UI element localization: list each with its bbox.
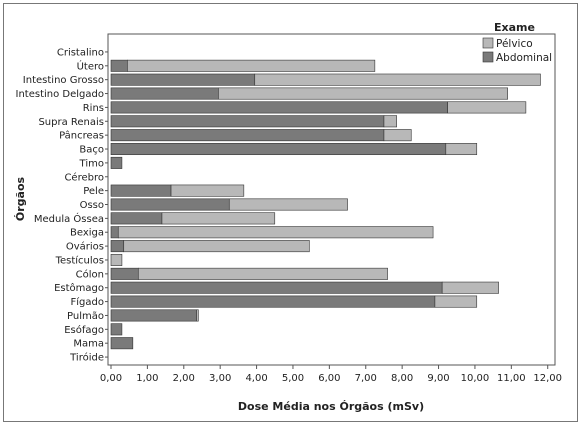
bar-pelvico — [228, 198, 348, 211]
bar-abdominal — [110, 156, 123, 169]
bar-abdominal — [110, 198, 230, 211]
bar-pelvico — [218, 87, 508, 100]
legend-swatch-abdominal — [482, 51, 494, 63]
y-axis-title: Órgãos — [14, 176, 27, 221]
bar-abdominal — [110, 59, 128, 72]
category-label: Fígado — [71, 296, 104, 308]
bar-pelvico — [117, 226, 434, 239]
category-label: Mama — [73, 339, 104, 350]
bar-abdominal — [110, 184, 172, 197]
bar-abdominal — [110, 87, 219, 100]
category-label: Cólon — [76, 268, 104, 280]
x-tick-label: 4,00 — [245, 373, 267, 384]
category-label: Bexiga — [70, 228, 104, 239]
bar-pelvico — [447, 101, 527, 114]
x-tick-label: 9,00 — [427, 373, 449, 384]
bar-pelvico — [196, 309, 199, 322]
bar-abdominal — [110, 129, 385, 142]
legend: Exame Pélvico Abdominal — [482, 21, 552, 64]
bar-pelvico — [441, 281, 499, 294]
bar-abdominal — [110, 115, 385, 128]
bar-abdominal — [110, 143, 447, 156]
category-label: Baço — [79, 145, 104, 156]
x-axis-ticks: 0,00 1,00 2,00 3,00 4,00 5,00 6,00 7,00 8,00 9,00… — [100, 365, 562, 384]
x-tick-label: 0,00 — [100, 373, 122, 384]
x-axis-title: Dose Média nos Órgãos (mSv) — [238, 400, 424, 413]
legend-label-abdominal: Abdominal — [496, 52, 552, 64]
category-label: Cristalino — [57, 47, 104, 58]
category-label: Osso — [80, 200, 104, 211]
category-label: Supra Renais — [38, 117, 104, 128]
category-label: Testículos — [55, 254, 104, 266]
legend-swatch-pelvico — [482, 37, 494, 49]
bar-abdominal — [110, 295, 436, 308]
category-label: Pele — [83, 186, 104, 197]
category-label: Intestino Delgado — [16, 89, 104, 100]
category-label: Esófago — [64, 324, 104, 336]
x-tick-label: 7,00 — [355, 373, 377, 384]
category-label: Intestino Grosso — [23, 75, 104, 86]
category-label: Medula Óssea — [34, 212, 104, 225]
category-label: Útero — [77, 59, 104, 72]
bar-pelvico — [123, 240, 310, 253]
bar-pelvico — [445, 143, 478, 156]
category-label: Ovários — [66, 241, 104, 253]
category-label: Estômago — [54, 282, 104, 294]
category-label: Pulmão — [67, 311, 104, 322]
category-label: Tiróide — [69, 352, 104, 364]
category-label: Timo — [79, 158, 104, 169]
bar-abdominal — [110, 212, 163, 225]
legend-label-pelvico: Pélvico — [496, 38, 533, 50]
x-tick-label: 5,00 — [282, 373, 304, 384]
legend-title: Exame — [494, 21, 535, 34]
x-tick-label: 1,00 — [136, 373, 158, 384]
bar-pelvico — [383, 129, 412, 142]
bar-abdominal — [110, 73, 256, 86]
bar-abdominal — [110, 101, 448, 114]
bars-group — [110, 59, 541, 350]
x-tick-label: 2,00 — [173, 373, 195, 384]
bar-abdominal — [110, 337, 134, 350]
bar-abdominal — [110, 281, 443, 294]
bar-abdominal — [110, 240, 125, 253]
bar-pelvico — [137, 267, 388, 280]
bar-pelvico — [127, 59, 376, 72]
bar-abdominal — [110, 267, 139, 280]
bar-abdominal — [110, 309, 197, 322]
bar-abdominal — [110, 226, 119, 239]
x-tick-label: 8,00 — [391, 373, 413, 384]
bar-pelvico — [383, 115, 397, 128]
bar-pelvico — [170, 184, 245, 197]
x-tick-label: 6,00 — [318, 373, 340, 384]
bar-pelvico — [434, 295, 478, 308]
category-label: Pâncreas — [59, 130, 104, 142]
x-tick-label: 3,00 — [209, 373, 231, 384]
x-tick-label: 11,00 — [497, 373, 526, 384]
bar-pelvico — [254, 73, 541, 86]
bar-abdominal — [110, 323, 123, 336]
category-label: Rins — [83, 103, 104, 114]
bar-pelvico — [161, 212, 276, 225]
bar-pelvico — [110, 253, 123, 266]
category-label: Cérebro — [64, 171, 104, 183]
x-tick-label: 10,00 — [461, 373, 490, 384]
x-tick-label: 12,00 — [533, 373, 562, 384]
